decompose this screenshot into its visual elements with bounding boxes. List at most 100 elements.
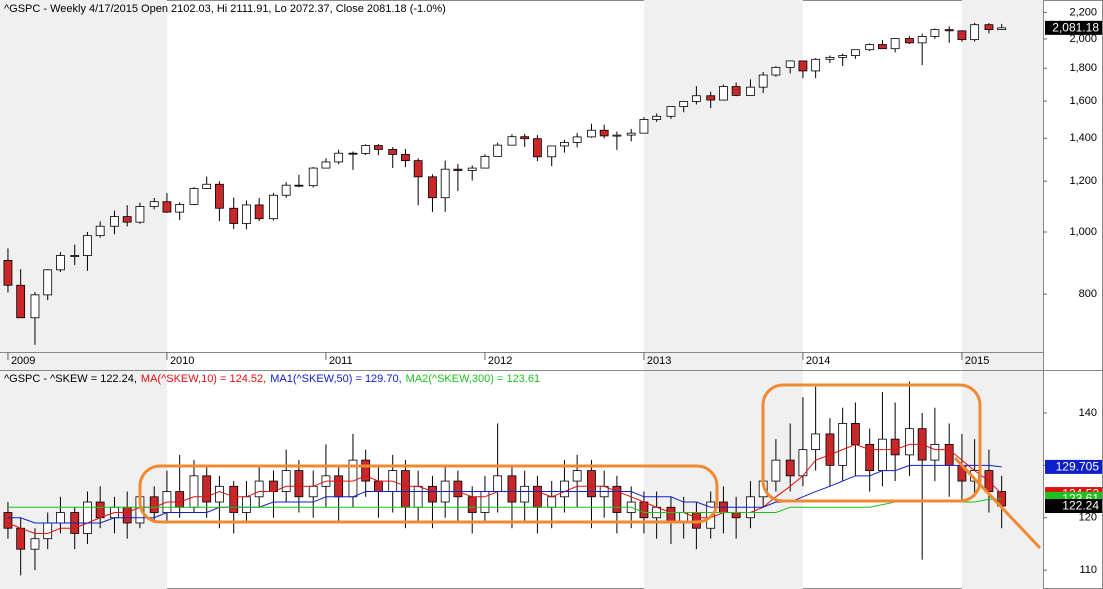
- candle-body: [189, 475, 199, 508]
- price-tag: [1045, 459, 1102, 474]
- candle-body: [175, 491, 185, 508]
- candle-body: [547, 496, 557, 508]
- y-tick-label: 110: [1079, 564, 1097, 576]
- candle-body: [3, 512, 13, 529]
- candle-body: [467, 496, 477, 513]
- candle-body: [587, 129, 596, 138]
- candle-body: [294, 470, 304, 498]
- candle-body: [95, 225, 105, 237]
- candle-body: [480, 491, 490, 513]
- legend-entry: ^GSPC - ^SKEW = 122.24,: [4, 373, 137, 385]
- candle-body: [612, 134, 622, 137]
- candle-body: [758, 74, 768, 88]
- x-tick-label: 2010: [170, 355, 194, 367]
- candle-body: [850, 423, 860, 445]
- candle-body: [890, 438, 900, 456]
- candle-body: [401, 470, 410, 508]
- candle-body: [679, 101, 689, 107]
- candle-body: [639, 119, 649, 134]
- candle-body: [175, 204, 185, 213]
- x-tick-label: 2014: [806, 355, 830, 367]
- candle-body: [890, 38, 900, 50]
- candle-body: [825, 433, 835, 466]
- year-band: [961, 0, 1043, 589]
- candle-body: [666, 106, 676, 117]
- candle-body: [560, 480, 569, 498]
- candle-body: [599, 129, 609, 137]
- candle-body: [135, 206, 145, 223]
- candle-body: [493, 144, 503, 157]
- candle-body: [719, 86, 728, 101]
- candle-body: [811, 433, 821, 451]
- candle-body: [997, 27, 1007, 31]
- candle-body: [361, 145, 371, 154]
- moving-average-line: [7, 498, 1002, 514]
- x-tick-label: 2009: [11, 355, 35, 367]
- candle-body: [43, 269, 53, 296]
- candle-body: [308, 485, 318, 498]
- candle-body: [294, 184, 304, 187]
- candle-body: [43, 522, 53, 540]
- candle-body: [572, 136, 582, 143]
- candle-body: [612, 485, 622, 513]
- candle-body: [162, 201, 172, 213]
- candle-body: [771, 459, 781, 482]
- candle-body: [865, 44, 875, 51]
- candle-body: [930, 443, 940, 461]
- candle-body: [254, 204, 264, 220]
- candle-body: [520, 136, 530, 140]
- candle-body: [560, 142, 569, 147]
- candle-body: [254, 480, 264, 498]
- candle-body: [401, 154, 410, 162]
- candle-body: [691, 95, 701, 102]
- candle-body: [905, 38, 914, 44]
- price-tag-label: 129.705: [1056, 460, 1100, 474]
- candle-body: [83, 235, 92, 256]
- candle-body: [16, 284, 26, 319]
- candle-body: [520, 485, 530, 503]
- candle-body: [374, 145, 383, 150]
- y-tick-label: 2,000: [1069, 33, 1097, 45]
- candle-body: [825, 56, 835, 60]
- y-tick-label: 1,600: [1069, 95, 1097, 107]
- candle-body: [428, 485, 437, 503]
- candle-body: [242, 204, 251, 224]
- candle-body: [215, 183, 224, 209]
- y-tick-label: 1,400: [1069, 132, 1097, 144]
- y-tick-label: 2,200: [1069, 6, 1097, 18]
- candle-body: [785, 60, 795, 68]
- candle-body: [865, 443, 875, 471]
- annotation-box: [138, 464, 719, 524]
- candle-body: [269, 194, 278, 220]
- candle-body: [374, 480, 383, 492]
- annotation-box: [761, 383, 982, 503]
- candle-body: [428, 176, 437, 199]
- x-tick-label: 2012: [488, 355, 512, 367]
- legend-entry: MA(^SKEW,10) = 124.52,: [141, 373, 266, 385]
- candle-body: [652, 115, 662, 120]
- candle-body: [917, 36, 927, 44]
- candle-body: [348, 152, 358, 155]
- candle-body: [507, 136, 517, 146]
- candle-body: [731, 512, 741, 519]
- candle-body: [453, 168, 463, 171]
- price-tag-label: 122.24: [1062, 499, 1099, 513]
- y-tick-label: 140: [1079, 407, 1097, 419]
- candle-body: [202, 183, 212, 189]
- candle-body: [30, 538, 40, 550]
- candle-body: [905, 428, 914, 456]
- candle-body: [70, 255, 80, 257]
- candle-body: [149, 201, 159, 207]
- price-tag: [1045, 499, 1102, 514]
- candle-body: [440, 168, 450, 199]
- candle-body: [706, 95, 716, 101]
- y-tick-label: 1,200: [1069, 175, 1097, 187]
- candle-body: [281, 470, 291, 492]
- candle-body: [691, 512, 701, 529]
- candle-body: [122, 216, 132, 223]
- candle-body: [930, 29, 940, 37]
- moving-average-line: [7, 464, 1002, 524]
- candle-body: [785, 459, 795, 477]
- candle-body: [547, 145, 557, 158]
